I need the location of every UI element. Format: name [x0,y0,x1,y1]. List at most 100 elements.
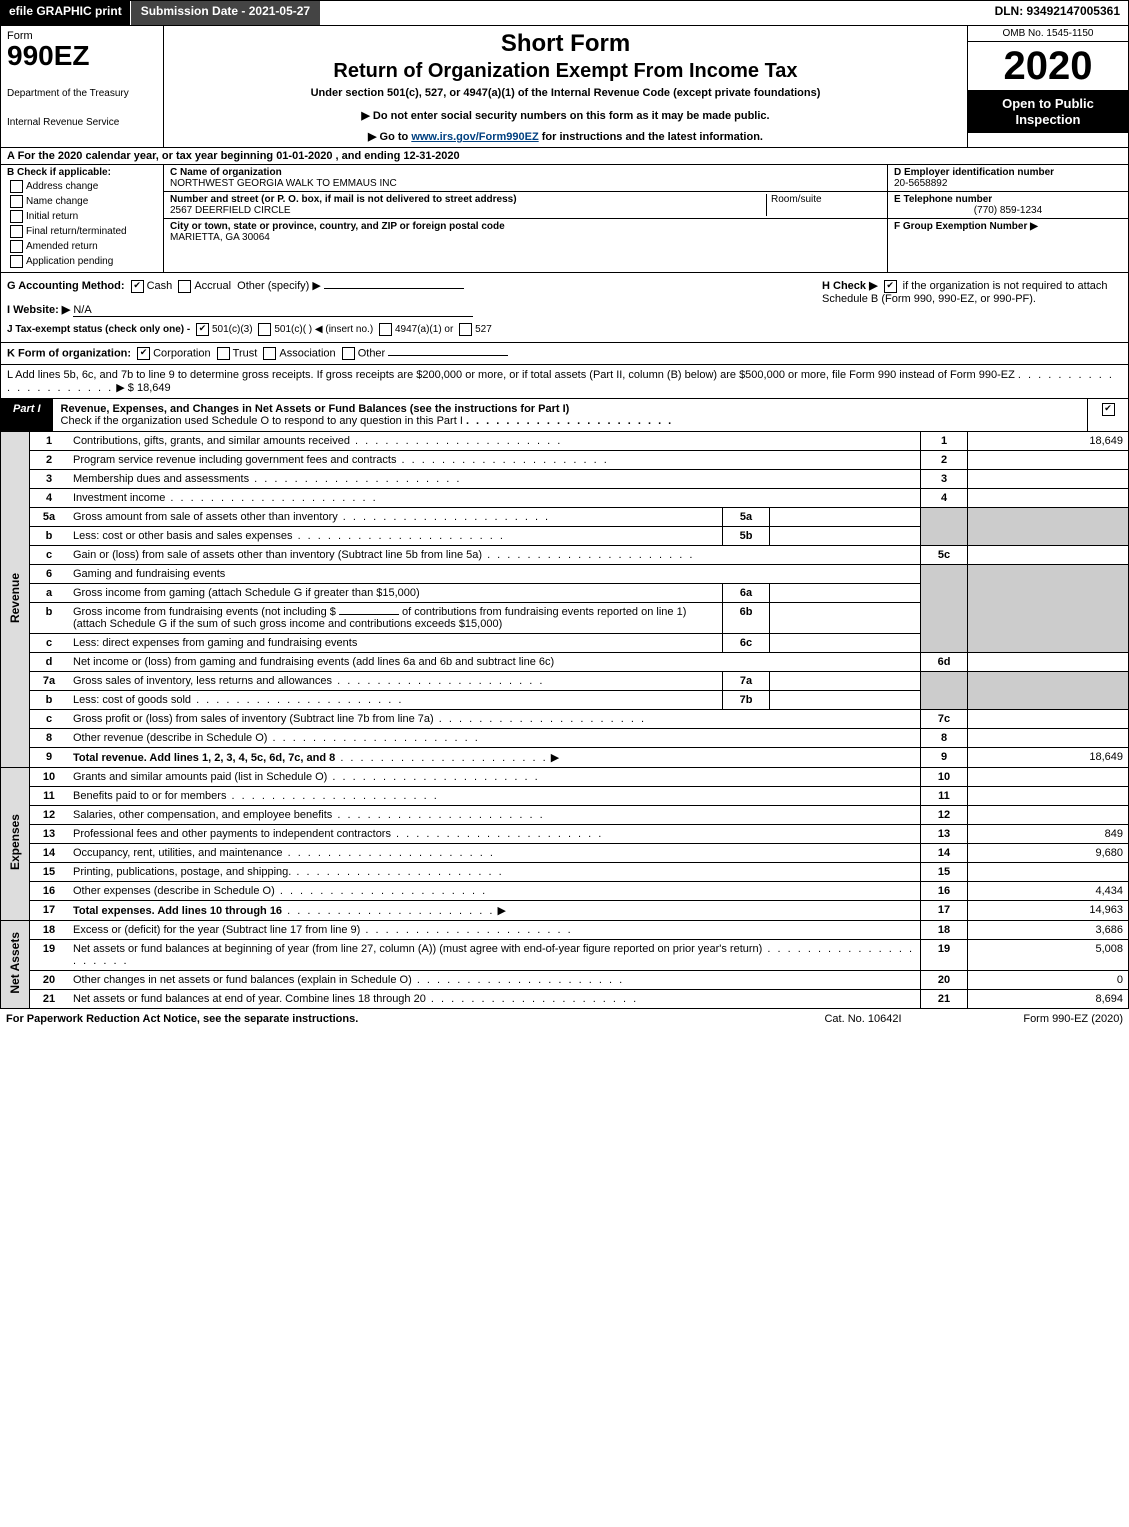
k-other-input[interactable] [388,355,508,356]
part-1-header: Part I Revenue, Expenses, and Changes in… [0,399,1129,432]
b-name-change[interactable]: Name change [7,195,157,208]
j-tax-exempt-row: J Tax-exempt status (check only one) - 5… [7,323,810,336]
line-num: b [30,526,69,545]
checkbox-icon[interactable] [342,347,355,360]
c-city-label: City or town, state or province, country… [170,221,881,232]
g-other-input[interactable] [324,288,464,289]
b-amended-return[interactable]: Amended return [7,240,157,253]
line-valnum: 18 [921,921,968,940]
line-num: 7a [30,671,69,690]
line-valnum: 17 [921,900,968,920]
subbox-label: 6c [723,633,770,652]
grey-cell [921,507,968,545]
j-label: J Tax-exempt status (check only one) - [7,324,193,335]
k-label: K Form of organization: [7,347,131,359]
line-value: 18,649 [968,432,1129,451]
footer-left: For Paperwork Reduction Act Notice, see … [6,1013,783,1025]
checkbox-icon[interactable] [196,323,209,336]
6b-amount-input[interactable] [339,614,399,615]
dots [466,415,673,427]
line-value: 9,680 [968,843,1129,862]
line-value [968,652,1129,671]
b-final-return[interactable]: Final return/terminated [7,225,157,238]
table-row: 11 Benefits paid to or for members 11 [1,786,1129,805]
checkbox-icon[interactable] [1102,403,1115,416]
line-valnum: 6d [921,652,968,671]
checkbox-icon[interactable] [10,255,23,268]
line-valnum: 16 [921,881,968,900]
g-other: Other (specify) ▶ [237,280,321,292]
dots [335,752,547,764]
dots [226,790,438,802]
line-value: 0 [968,970,1129,989]
line-num: 1 [30,432,69,451]
dots [282,905,494,917]
dots [291,866,503,878]
g-i-j-block: G Accounting Method: Cash Accrual Other … [1,273,816,342]
line-desc: Investment income [68,488,921,507]
d-ein-label: D Employer identification number [894,167,1054,178]
line-num: c [30,633,69,652]
checkbox-icon[interactable] [131,280,144,293]
h-block: H Check ▶ if the organization is not req… [816,273,1128,342]
checkbox-icon[interactable] [10,195,23,208]
b-check-label: B Check if applicable: [7,167,157,178]
row-k: K Form of organization: Corporation Trus… [0,343,1129,365]
b-application-pending[interactable]: Application pending [7,255,157,268]
line-num: 13 [30,824,69,843]
i-label: I Website: ▶ [7,304,70,316]
checkbox-icon[interactable] [263,347,276,360]
print-link[interactable]: print [95,4,122,18]
line-value [968,450,1129,469]
line-desc: Contributions, gifts, grants, and simila… [68,432,921,451]
telephone-value: (770) 859-1234 [894,205,1122,216]
dots [426,993,638,1005]
line-valnum: 1 [921,432,968,451]
l-arrow: ▶ $ [116,382,134,394]
line-valnum: 7c [921,709,968,728]
subbox-label: 5b [723,526,770,545]
b-initial-return[interactable]: Initial return [7,210,157,223]
checkbox-icon[interactable] [217,347,230,360]
checkbox-icon[interactable] [10,180,23,193]
dept-treasury: Department of the Treasury [7,88,157,99]
line-value: 849 [968,824,1129,843]
line-valnum: 14 [921,843,968,862]
table-row: 2 Program service revenue including gove… [1,450,1129,469]
dots [293,530,505,542]
checkbox-icon[interactable] [379,323,392,336]
checkbox-icon[interactable] [10,210,23,223]
k-assoc: Association [279,347,335,359]
line-num: c [30,709,69,728]
checkbox-icon[interactable] [884,280,897,293]
checkbox-icon[interactable] [10,225,23,238]
b-address-change[interactable]: Address change [7,180,157,193]
line-num: 11 [30,786,69,805]
goto-pre: ▶ Go to [368,131,411,143]
dots [360,924,572,936]
j-501c3: 501(c)(3) [212,324,253,335]
line-value: 14,963 [968,900,1129,920]
line-desc: Total revenue. Add lines 1, 2, 3, 4, 5c,… [68,747,921,767]
checkbox-icon[interactable] [258,323,271,336]
irs-link[interactable]: www.irs.gov/Form990EZ [411,131,538,143]
k-trust: Trust [233,347,258,359]
line-valnum: 12 [921,805,968,824]
checkbox-icon[interactable] [459,323,472,336]
subbox-value [770,690,921,709]
dots [434,713,646,725]
checkbox-icon[interactable] [10,240,23,253]
checkbox-icon[interactable] [178,280,191,293]
line-valnum: 15 [921,862,968,881]
checkbox-icon[interactable] [137,347,150,360]
revenue-table: Revenue 1 Contributions, gifts, grants, … [0,432,1129,768]
website-value: N/A [73,304,473,317]
table-row: Expenses 10 Grants and similar amounts p… [1,768,1129,787]
omb-number: OMB No. 1545-1150 [968,26,1128,42]
line-value [968,786,1129,805]
c-street-label: Number and street (or P. O. box, if mail… [170,194,766,205]
line-num: 3 [30,469,69,488]
table-row: 6 Gaming and fundraising events [1,564,1129,583]
form-header: Form 990EZ Department of the Treasury In… [0,26,1129,148]
dots [396,454,608,466]
